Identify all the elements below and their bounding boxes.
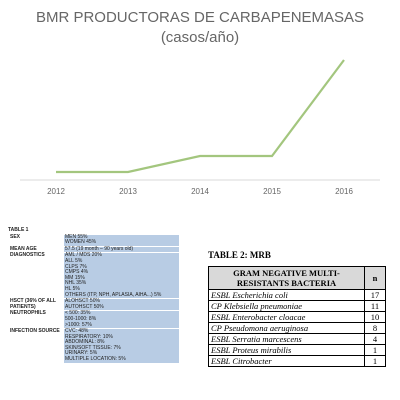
cell-item: >1000: 57%	[65, 321, 92, 328]
x-tick-label: 2015	[263, 187, 281, 196]
chart-title: BMR PRODUCTORAS DE CARBAPENEMASAS	[36, 9, 364, 26]
table-row: ESBL Citrobacter 1	[208, 355, 386, 367]
row-label: NEUTROPHILS	[8, 310, 64, 330]
count: 17	[364, 289, 386, 301]
header-cell: n	[364, 266, 386, 290]
row-cell: AML / MDS 20% ALL 5% CLPS 7% CMPS 4% MM 15% N…	[63, 252, 180, 300]
count: 8	[364, 322, 386, 334]
x-tick-label: 2012	[47, 187, 65, 196]
cell-item: ABDOMINAL: 8%	[65, 339, 105, 346]
cell-item: CLPS 7%	[65, 263, 87, 270]
header-row: GRAM NEGATIVE MULTI-RESISTANTS BACTERIA n	[208, 266, 386, 290]
cell-item: CMPS 4%	[65, 269, 89, 276]
table-row: DIAGNOSTICS AML / MDS 20% ALL 5% CLPS 7% CMP…	[8, 252, 180, 300]
count: 1	[364, 344, 386, 356]
bacteria-name: ESBL Citrobacter	[208, 355, 365, 367]
table-row: ESBL Escherichia coli 17	[208, 289, 386, 301]
bacteria-name: CP Pseudomona aeruginosa	[208, 322, 365, 334]
bacteria-name: CP Klebsiella pneumoniae	[208, 300, 365, 312]
cell-item: AUTOHSCT 50%	[65, 303, 104, 310]
row-label: HSCT (36% OF ALL PATIENTS)	[8, 298, 64, 312]
table-title: TABLE 2: MRB	[208, 250, 271, 260]
row-cell: < 500: 35% 500-1000: 8% >1000: 57%	[63, 310, 180, 330]
row-cell: MEN 55% WOMEN 45%	[63, 233, 180, 247]
table-2: TABLE 2: MRB GRAM NEGATIVE MULTI-RESISTAN…	[208, 250, 386, 367]
cell-item: WOMEN 45%	[65, 239, 97, 246]
table-1: TABLE 1 SEX MEN 55% WOMEN 45% MEAN AGE 57.5 (…	[8, 227, 180, 364]
row-cell: CVC: 48% RESPIRATORY: 10% ABDOMINAL: 8% SKI…	[63, 328, 180, 364]
cell-item: OTHERS (ITP, NPH, APLASIA, AIHA...) 5%	[65, 291, 162, 298]
cell-item: SKIN/SOFT TISSUE: 7%	[65, 344, 121, 351]
cell-item: CVC: 48%	[65, 328, 89, 335]
row-label: INFECTION SOURCE	[8, 328, 64, 364]
table-row: SEX MEN 55% WOMEN 45%	[8, 233, 180, 247]
bacteria-name: ESBL Proteus mirabilis	[208, 344, 365, 356]
count: 11	[364, 300, 386, 312]
count: 4	[364, 333, 386, 345]
table-row: NEUTROPHILS < 500: 35% 500-1000: 8% >1000: …	[8, 310, 180, 330]
table-row: INFECTION SOURCE CVC: 48% RESPIRATORY: 10%…	[8, 328, 180, 364]
cell-item: MEN 55%	[65, 233, 88, 240]
row-label: SEX	[8, 233, 64, 247]
table-row: ESBL Proteus mirabilis 1	[208, 344, 386, 356]
cell-item: MULTIPLE LOCATION: 5%	[65, 356, 126, 363]
row-cell: ALOHSCT 50% AUTOHSCT 50%	[63, 298, 180, 312]
x-tick-label: 2013	[119, 187, 137, 196]
cell-item: ALOHSCT 50%	[65, 298, 100, 305]
header-cell: GRAM NEGATIVE MULTI-RESISTANTS BACTERIA	[208, 266, 365, 290]
chart-subtitle: (casos/año)	[161, 29, 239, 46]
cell-item: NHL 35%	[65, 280, 87, 287]
bacteria-name: ESBL Enterobacter cloacae	[208, 311, 365, 323]
bacteria-name: ESBL Escherichia coli	[208, 289, 365, 301]
row-label: DIAGNOSTICS	[8, 252, 64, 300]
cell-item: 57.5 (19 month – 90 years old)	[65, 245, 134, 252]
table-row: HSCT (36% OF ALL PATIENTS) ALOHSCT 50% AUT…	[8, 298, 180, 312]
cell-item: < 500: 35%	[65, 310, 91, 317]
table-row: CP Klebsiella pneumoniae 11	[208, 300, 386, 312]
count: 1	[364, 355, 386, 367]
count: 10	[364, 311, 386, 323]
cell-item: URINARY: 5%	[65, 350, 98, 357]
cell-item: HL 5%	[65, 285, 80, 292]
x-tick-label: 2016	[335, 187, 353, 196]
cell-item: MM 15%	[65, 274, 85, 281]
table-row: ESBL Enterobacter cloacae 10	[208, 311, 386, 323]
cell-item: ALL 5%	[65, 257, 83, 264]
table-title: TABLE 1	[8, 227, 29, 233]
cell-item: RESPIRATORY: 10%	[65, 333, 113, 340]
table-row: ESBL Serratia marcescens 4	[208, 333, 386, 345]
cell-item: 500-1000: 8%	[65, 315, 97, 322]
bacteria-name: ESBL Serratia marcescens	[208, 333, 365, 345]
line	[56, 59, 345, 174]
x-tick-label: 2014	[191, 187, 209, 196]
chart: BMR PRODUCTORAS DE CARBAPENEMASAS (casos…	[20, 9, 380, 196]
cell-item: AML / MDS 20%	[65, 252, 102, 259]
table-row: CP Pseudomona aeruginosa 8	[208, 322, 386, 334]
